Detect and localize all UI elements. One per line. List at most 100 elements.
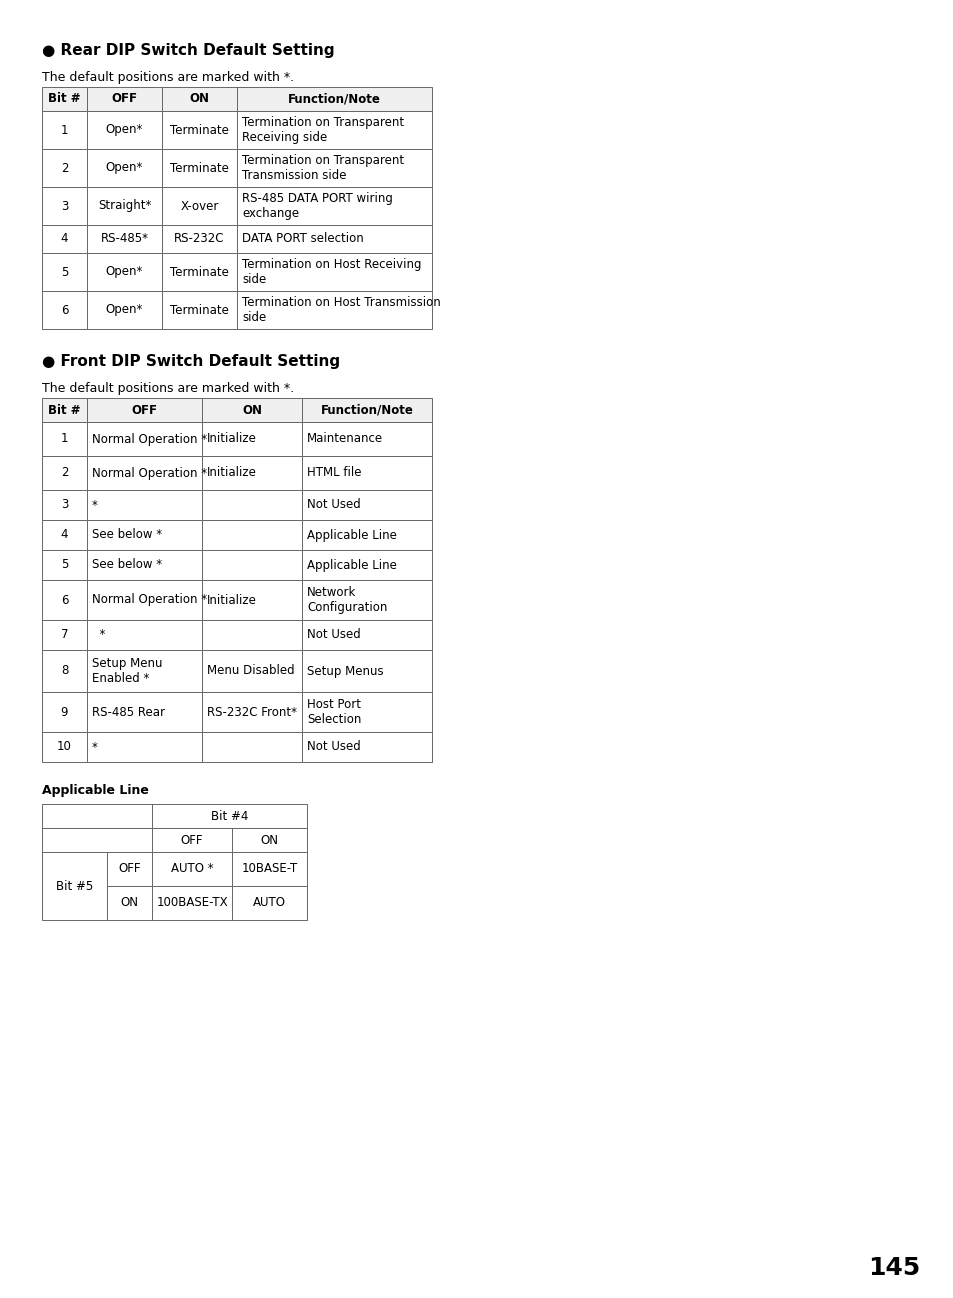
Text: 10: 10: [57, 740, 71, 754]
Bar: [202, 456, 302, 491]
Bar: [42, 225, 87, 253]
Text: Function/Note: Function/Note: [288, 92, 380, 105]
Bar: [236, 253, 432, 291]
Bar: [42, 828, 152, 851]
Bar: [202, 550, 302, 580]
Bar: [232, 851, 307, 887]
Text: Normal Operation *: Normal Operation *: [91, 432, 207, 445]
Bar: [162, 291, 236, 328]
Text: *: *: [91, 498, 98, 511]
Text: Terminate: Terminate: [170, 123, 229, 136]
Text: Open*: Open*: [106, 161, 143, 174]
Text: 5: 5: [61, 266, 68, 279]
Bar: [162, 253, 236, 291]
Bar: [87, 187, 162, 225]
Text: ON: ON: [260, 833, 278, 846]
Text: Network
Configuration: Network Configuration: [307, 585, 387, 614]
Bar: [202, 732, 302, 762]
Text: 9: 9: [61, 706, 69, 719]
Text: See below *: See below *: [91, 558, 162, 571]
Bar: [236, 187, 432, 225]
Bar: [107, 851, 152, 887]
Text: 145: 145: [867, 1256, 919, 1280]
Text: Open*: Open*: [106, 304, 143, 317]
Bar: [42, 732, 87, 762]
Bar: [202, 650, 302, 692]
Text: AUTO *: AUTO *: [171, 862, 213, 875]
Bar: [42, 456, 87, 491]
Text: Straight*: Straight*: [98, 200, 151, 213]
Text: Bit #: Bit #: [49, 92, 81, 105]
Text: RS-485*: RS-485*: [100, 232, 149, 245]
Bar: [87, 112, 162, 149]
Text: Terminate: Terminate: [170, 266, 229, 279]
Text: ON: ON: [190, 92, 210, 105]
Bar: [87, 650, 202, 692]
Text: Setup Menus: Setup Menus: [307, 665, 383, 678]
Bar: [42, 422, 87, 456]
Text: Termination on Host Transmission
side: Termination on Host Transmission side: [242, 296, 440, 324]
Bar: [302, 620, 432, 650]
Bar: [107, 887, 152, 920]
Text: *: *: [91, 628, 105, 641]
Bar: [202, 620, 302, 650]
Bar: [302, 550, 432, 580]
Text: 2: 2: [61, 466, 69, 479]
Bar: [87, 149, 162, 187]
Text: 6: 6: [61, 593, 69, 606]
Bar: [302, 491, 432, 520]
Bar: [42, 149, 87, 187]
Text: HTML file: HTML file: [307, 466, 361, 479]
Bar: [42, 803, 152, 828]
Text: DATA PORT selection: DATA PORT selection: [242, 232, 363, 245]
Bar: [42, 187, 87, 225]
Bar: [236, 225, 432, 253]
Text: Open*: Open*: [106, 266, 143, 279]
Bar: [202, 398, 302, 422]
Bar: [162, 187, 236, 225]
Text: Initialize: Initialize: [207, 593, 256, 606]
Bar: [302, 520, 432, 550]
Text: See below *: See below *: [91, 528, 162, 541]
Text: Open*: Open*: [106, 123, 143, 136]
Text: 2: 2: [61, 161, 69, 174]
Text: Termination on Host Receiving
side: Termination on Host Receiving side: [242, 258, 421, 286]
Text: OFF: OFF: [112, 92, 137, 105]
Bar: [302, 692, 432, 732]
Bar: [202, 520, 302, 550]
Bar: [42, 650, 87, 692]
Text: 3: 3: [61, 498, 68, 511]
Text: Bit #4: Bit #4: [211, 810, 248, 823]
Bar: [202, 422, 302, 456]
Bar: [87, 732, 202, 762]
Text: 1: 1: [61, 432, 69, 445]
Bar: [302, 732, 432, 762]
Text: Applicable Line: Applicable Line: [307, 528, 396, 541]
Bar: [162, 112, 236, 149]
Bar: [87, 253, 162, 291]
Text: Terminate: Terminate: [170, 304, 229, 317]
Bar: [87, 291, 162, 328]
Bar: [236, 149, 432, 187]
Text: Applicable Line: Applicable Line: [42, 784, 149, 797]
Text: 6: 6: [61, 304, 69, 317]
Bar: [236, 112, 432, 149]
Bar: [302, 650, 432, 692]
Text: RS-232C: RS-232C: [174, 232, 225, 245]
Text: Setup Menu
Enabled *: Setup Menu Enabled *: [91, 657, 162, 685]
Bar: [232, 828, 307, 851]
Bar: [42, 253, 87, 291]
Bar: [236, 291, 432, 328]
Bar: [42, 851, 107, 920]
Text: Not Used: Not Used: [307, 498, 360, 511]
Text: OFF: OFF: [132, 404, 157, 417]
Bar: [302, 398, 432, 422]
Text: AUTO: AUTO: [253, 897, 286, 910]
Text: RS-232C Front*: RS-232C Front*: [207, 706, 296, 719]
Text: ON: ON: [120, 897, 138, 910]
Bar: [42, 87, 87, 112]
Text: 1: 1: [61, 123, 69, 136]
Text: 10BASE-T: 10BASE-T: [241, 862, 297, 875]
Bar: [42, 491, 87, 520]
Bar: [302, 580, 432, 620]
